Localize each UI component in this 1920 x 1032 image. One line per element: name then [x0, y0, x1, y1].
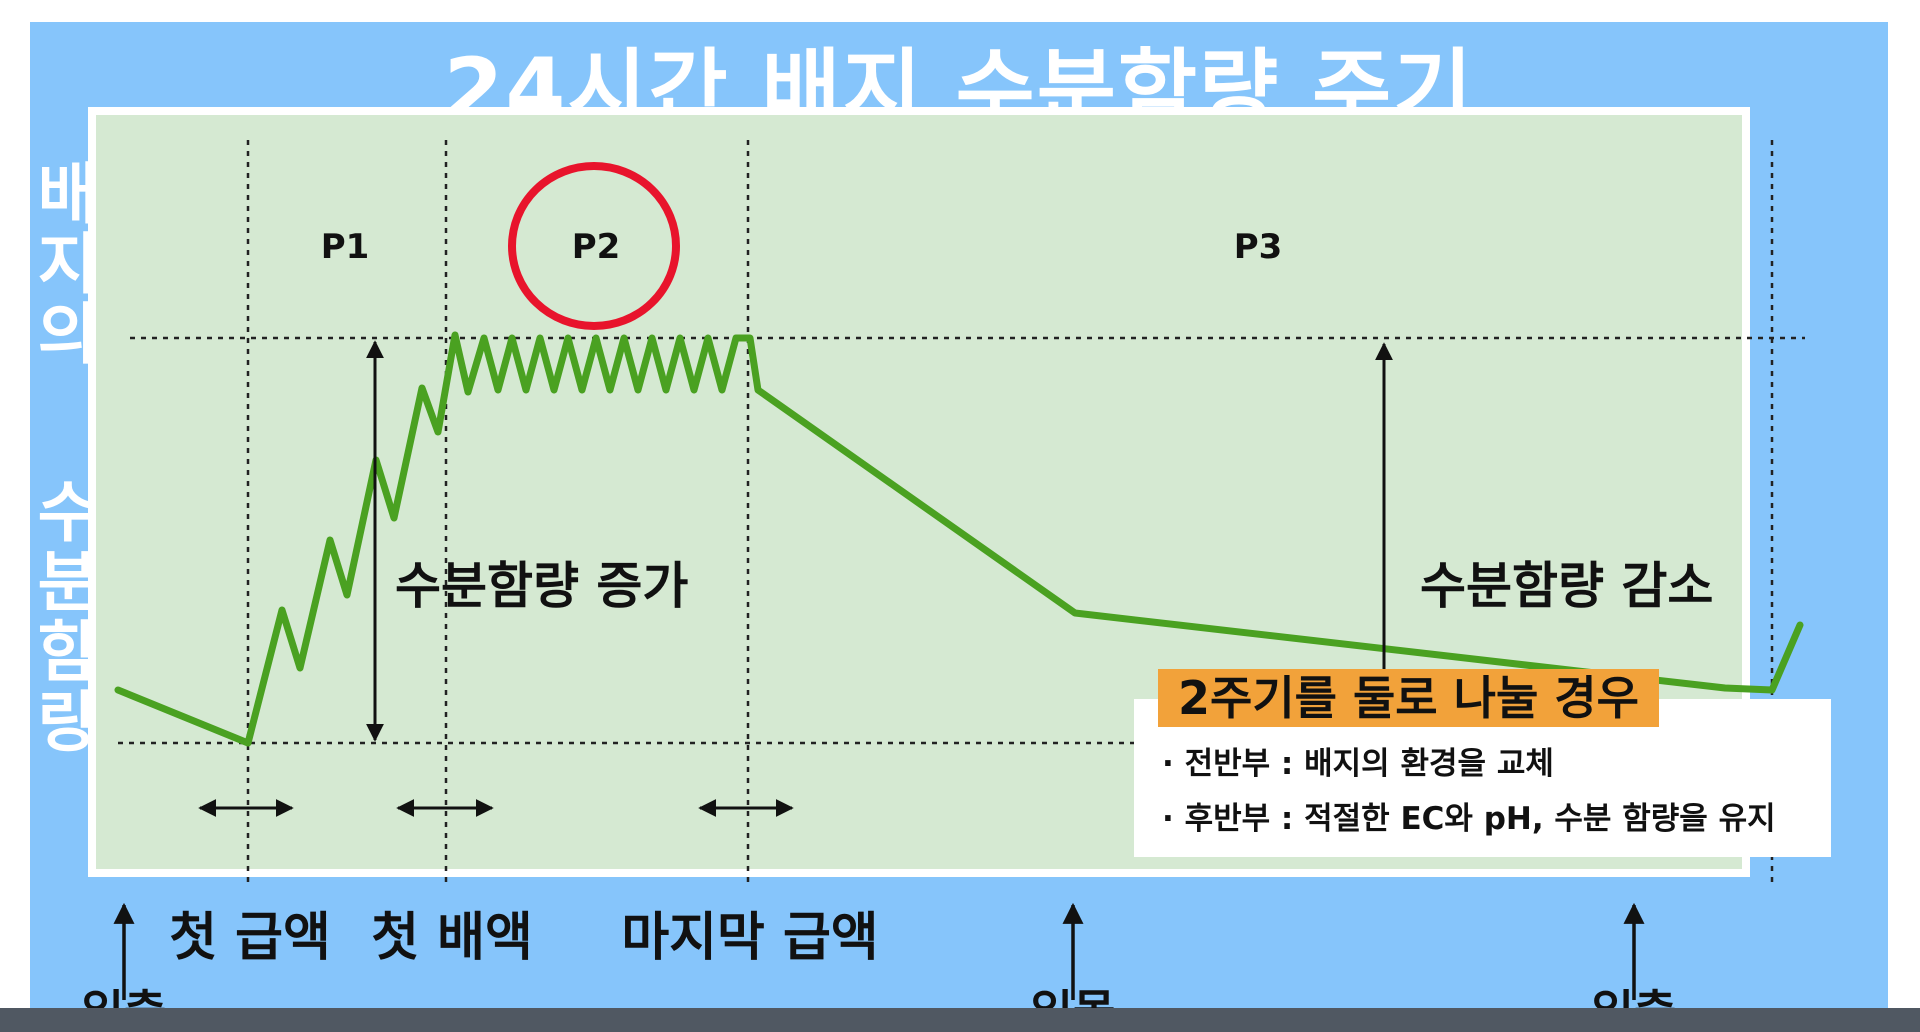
info-box-heading: 2주기를 둘로 나눌 경우 — [1158, 669, 1659, 727]
info-box-line-2: · 후반부 : 적절한 EC와 pH, 수분 함량을 유지 — [1162, 801, 1776, 837]
period-label-p2: P2 — [572, 227, 621, 267]
first-irrigation-label: 첫 급액 — [169, 908, 331, 968]
last-irrigation-label: 마지막 급액 — [621, 908, 878, 968]
guide-lines — [118, 140, 1805, 888]
sun-marker-arrows — [113, 902, 1645, 1000]
video-caption-bar — [0, 1008, 1920, 1032]
period-label-p3: P3 — [1234, 227, 1283, 267]
moisture-decrease-label: 수분함량 감소 — [1420, 557, 1713, 615]
period-label-p1: P1 — [321, 227, 370, 267]
p2-highlight-circle — [508, 162, 680, 330]
first-drainage-label: 첫 배액 — [371, 908, 533, 968]
moisture-increase-label: 수분함량 증가 — [395, 557, 688, 615]
info-box-line-1: · 전반부 : 배지의 환경을 교체 — [1162, 746, 1554, 782]
